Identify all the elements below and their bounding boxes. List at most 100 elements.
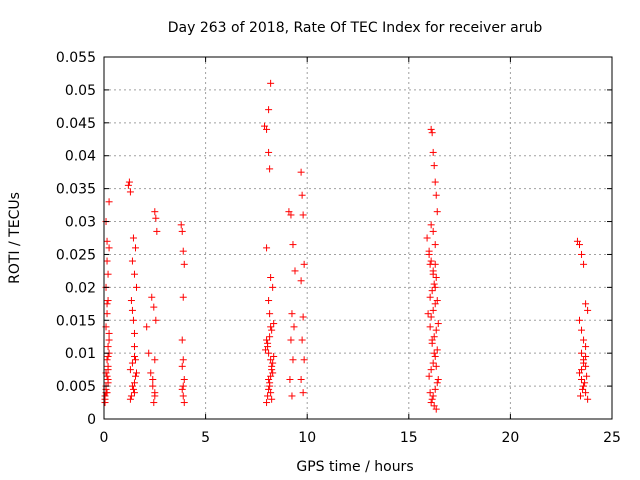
- data-point: [151, 356, 159, 364]
- data-point: [584, 306, 592, 314]
- data-point: [582, 300, 590, 308]
- data-point: [265, 148, 273, 156]
- data-point: [431, 260, 439, 268]
- data-point: [297, 277, 305, 285]
- data-point: [286, 376, 294, 384]
- data-point: [289, 241, 297, 249]
- data-point: [152, 214, 160, 222]
- data-point: [104, 366, 112, 374]
- x-tick-label: 15: [400, 430, 418, 446]
- data-point: [130, 389, 138, 397]
- data-point: [151, 208, 159, 216]
- data-point: [126, 188, 134, 196]
- data-point: [430, 349, 438, 357]
- y-axis-label: ROTI / TECUs: [7, 192, 23, 284]
- y-tick-label: 0: [87, 412, 96, 428]
- data-point: [430, 280, 438, 288]
- data-point: [179, 293, 187, 301]
- data-point: [289, 356, 297, 364]
- data-point: [267, 79, 275, 87]
- data-point: [264, 392, 272, 400]
- y-tick-label: 0.055: [56, 50, 96, 66]
- data-point: [582, 343, 590, 351]
- data-point: [133, 369, 141, 377]
- data-point: [288, 310, 296, 318]
- x-tick-label: 20: [501, 430, 519, 446]
- data-point: [101, 399, 109, 407]
- data-point: [177, 221, 185, 229]
- data-point: [178, 336, 186, 344]
- chart-title: Day 263 of 2018, Rate Of TEC Index for r…: [168, 20, 543, 36]
- data-point: [130, 270, 138, 278]
- data-point: [297, 376, 305, 384]
- data-point: [434, 376, 442, 384]
- data-points: [101, 79, 592, 413]
- data-point: [429, 359, 437, 367]
- y-tick-label: 0.05: [65, 83, 96, 99]
- data-point: [425, 250, 433, 258]
- data-point: [426, 293, 434, 301]
- data-point: [265, 349, 273, 357]
- data-point: [429, 148, 437, 156]
- data-point: [152, 316, 160, 324]
- data-point: [580, 336, 588, 344]
- data-point: [579, 385, 587, 393]
- data-point: [105, 198, 113, 206]
- data-point: [291, 267, 299, 275]
- data-point: [290, 323, 298, 331]
- data-point: [578, 250, 586, 258]
- data-point: [427, 221, 435, 229]
- data-point: [150, 399, 158, 407]
- data-point: [180, 260, 188, 268]
- data-point: [145, 349, 153, 357]
- gridlines: [104, 57, 612, 419]
- data-point: [431, 283, 439, 291]
- data-point: [130, 329, 138, 337]
- y-tick-label: 0.015: [56, 313, 96, 329]
- data-point: [266, 310, 274, 318]
- x-tick-label: 10: [298, 430, 316, 446]
- data-point: [581, 379, 589, 387]
- data-point: [180, 376, 188, 384]
- data-point: [426, 389, 434, 397]
- data-point: [103, 300, 111, 308]
- data-point: [131, 356, 139, 364]
- y-tick-label: 0.03: [65, 215, 96, 231]
- data-point: [103, 310, 111, 318]
- data-point: [428, 129, 436, 137]
- data-point: [578, 376, 586, 384]
- data-point: [148, 293, 156, 301]
- data-point: [425, 372, 433, 380]
- data-point: [429, 306, 437, 314]
- data-point: [126, 366, 134, 374]
- data-point: [149, 382, 157, 390]
- data-point: [432, 273, 440, 281]
- data-point: [298, 336, 306, 344]
- data-point: [427, 125, 435, 133]
- data-point: [423, 234, 431, 242]
- data-point: [179, 247, 187, 255]
- y-tick-label: 0.02: [65, 280, 96, 296]
- data-point: [578, 326, 586, 334]
- data-point: [424, 310, 432, 318]
- data-point: [297, 168, 305, 176]
- data-point: [103, 356, 111, 364]
- data-point: [104, 270, 112, 278]
- x-axis-label: GPS time / hours: [296, 459, 413, 475]
- data-point: [104, 343, 112, 351]
- data-point: [147, 369, 155, 377]
- data-point: [426, 323, 434, 331]
- data-point: [432, 362, 440, 370]
- data-point: [300, 260, 308, 268]
- data-point: [427, 366, 435, 374]
- data-point: [288, 392, 296, 400]
- data-point: [267, 323, 275, 331]
- data-point: [104, 352, 112, 360]
- data-point: [299, 389, 307, 397]
- data-point: [263, 336, 271, 344]
- data-point: [428, 287, 436, 295]
- data-point: [104, 379, 112, 387]
- data-point: [129, 234, 137, 242]
- data-point: [584, 395, 592, 403]
